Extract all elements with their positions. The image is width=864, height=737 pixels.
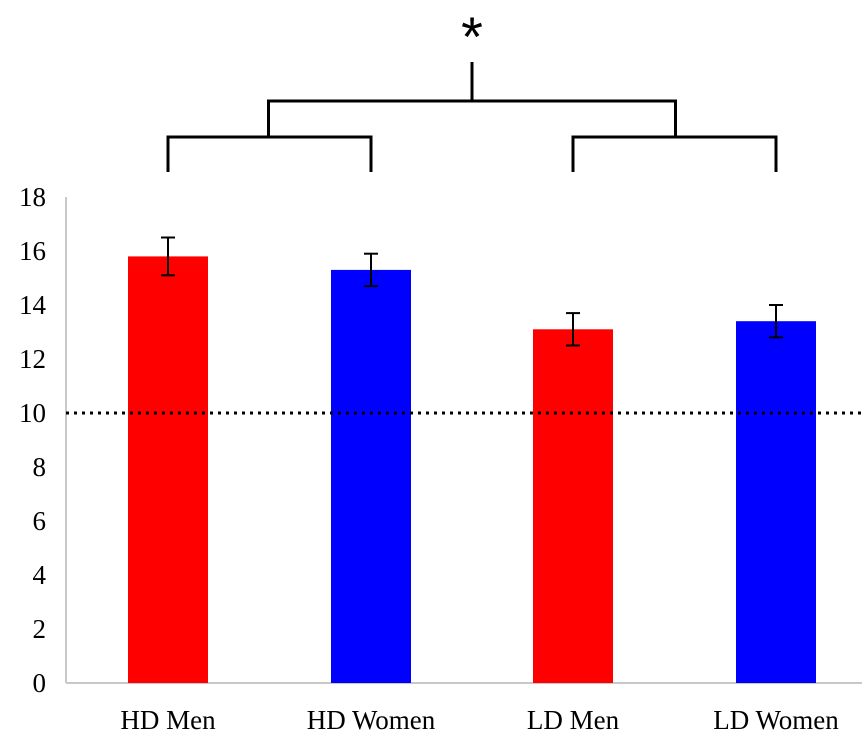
- y-axis-tick-labels: 0 2 4 6 8 10 12 14 16 18: [19, 182, 47, 698]
- x-category-label: HD Women: [307, 705, 436, 735]
- significance-asterisk: *: [461, 5, 483, 68]
- bars: [128, 256, 816, 683]
- x-category-label: LD Men: [527, 705, 620, 735]
- y-tick-label: 8: [33, 452, 47, 482]
- y-tick-label: 10: [19, 398, 46, 428]
- bracket-right-group: [571, 135, 778, 172]
- bar-ld-men: [533, 329, 613, 683]
- error-bar: [364, 252, 378, 288]
- x-category-label: LD Women: [713, 705, 839, 735]
- y-tick-label: 14: [19, 290, 47, 320]
- error-bar: [161, 236, 175, 277]
- y-tick-label: 0: [33, 668, 47, 698]
- y-tick-label: 12: [19, 344, 46, 374]
- y-tick-label: 2: [33, 614, 47, 644]
- y-tick-label: 6: [33, 506, 47, 536]
- bar-hd-men: [128, 256, 208, 683]
- bracket-top: [267, 99, 677, 137]
- bracket-left-group: [166, 135, 373, 172]
- y-tick-label: 18: [19, 182, 46, 212]
- error-bars: [161, 236, 783, 347]
- y-tick-label: 4: [33, 560, 47, 590]
- bar-hd-women: [331, 269, 411, 683]
- x-axis-category-labels: HD Men HD Women LD Men LD Women: [120, 705, 839, 735]
- y-tick-label: 16: [19, 236, 46, 266]
- significance-bracket: [166, 62, 778, 172]
- error-bar: [566, 312, 580, 347]
- error-bar: [769, 304, 783, 339]
- bar-ld-women: [736, 321, 816, 683]
- x-category-label: HD Men: [120, 705, 216, 735]
